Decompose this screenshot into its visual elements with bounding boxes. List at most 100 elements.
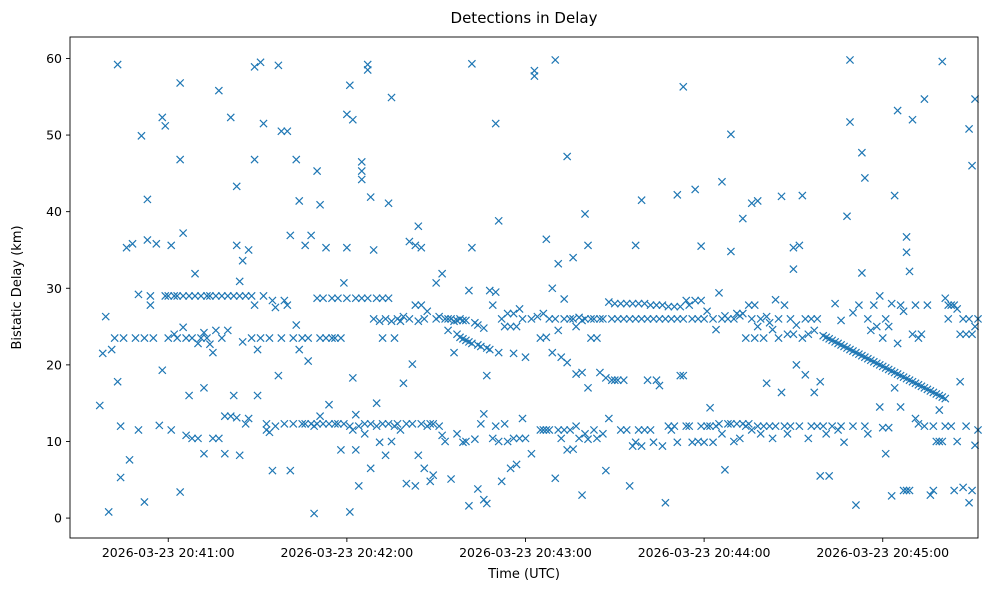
data-point bbox=[554, 425, 563, 435]
data-point bbox=[572, 370, 581, 379]
data-point bbox=[339, 419, 348, 428]
data-point bbox=[256, 334, 265, 343]
data-point bbox=[717, 177, 726, 186]
data-point bbox=[488, 301, 497, 310]
data-point bbox=[342, 243, 351, 252]
data-point bbox=[893, 106, 902, 115]
data-point bbox=[726, 247, 735, 256]
data-point bbox=[447, 474, 456, 484]
data-point bbox=[396, 425, 405, 435]
data-point bbox=[473, 484, 482, 493]
data-point bbox=[768, 325, 777, 334]
data-point bbox=[783, 429, 792, 438]
data-point bbox=[929, 486, 938, 495]
data-point bbox=[351, 445, 360, 454]
data-point bbox=[304, 357, 313, 366]
data-point bbox=[694, 314, 703, 323]
data-point bbox=[676, 371, 685, 380]
data-point bbox=[116, 473, 125, 482]
data-point bbox=[780, 301, 789, 310]
data-point bbox=[700, 314, 709, 323]
data-point bbox=[461, 316, 470, 325]
data-point bbox=[226, 113, 235, 122]
data-point bbox=[676, 302, 685, 311]
data-point bbox=[569, 314, 578, 323]
data-point bbox=[497, 477, 506, 486]
data-point bbox=[417, 419, 426, 428]
data-point bbox=[598, 429, 607, 438]
data-point bbox=[313, 419, 322, 428]
data-point bbox=[878, 334, 887, 343]
data-point bbox=[354, 481, 363, 490]
data-point bbox=[726, 130, 735, 139]
data-point bbox=[378, 334, 387, 343]
data-point bbox=[753, 196, 762, 205]
data-point bbox=[890, 383, 899, 392]
data-point bbox=[381, 451, 390, 460]
data-point bbox=[837, 422, 846, 431]
data-point bbox=[375, 438, 384, 447]
data-point bbox=[366, 419, 375, 428]
data-point bbox=[536, 425, 545, 435]
data-point bbox=[610, 376, 619, 385]
data-point bbox=[804, 330, 813, 339]
data-point bbox=[357, 175, 366, 184]
data-point bbox=[193, 434, 203, 443]
data-point bbox=[351, 410, 360, 419]
data-point bbox=[560, 294, 569, 304]
data-point bbox=[494, 216, 503, 225]
data-point bbox=[211, 291, 220, 300]
data-point bbox=[747, 314, 756, 323]
data-point bbox=[479, 324, 488, 333]
data-point bbox=[780, 422, 789, 431]
data-point bbox=[158, 366, 167, 375]
data-point bbox=[563, 358, 572, 367]
data-point bbox=[679, 371, 688, 380]
data-point bbox=[95, 401, 104, 410]
data-point bbox=[929, 422, 938, 431]
data-point bbox=[182, 431, 191, 440]
data-point bbox=[420, 314, 429, 323]
data-point bbox=[405, 237, 414, 246]
data-point bbox=[810, 388, 819, 397]
data-point bbox=[604, 414, 613, 423]
data-point bbox=[229, 391, 238, 400]
data-point bbox=[753, 422, 762, 431]
data-point bbox=[581, 209, 590, 218]
data-point bbox=[801, 314, 810, 323]
data-point bbox=[643, 314, 652, 323]
data-point bbox=[521, 353, 530, 362]
data-point bbox=[199, 449, 208, 458]
data-point bbox=[673, 438, 682, 447]
data-point bbox=[301, 419, 310, 428]
data-point bbox=[664, 302, 673, 311]
data-point bbox=[289, 419, 298, 428]
data-point bbox=[753, 322, 762, 331]
points-layer bbox=[95, 55, 983, 518]
data-point bbox=[146, 301, 155, 310]
data-point bbox=[408, 419, 417, 428]
data-point bbox=[420, 464, 429, 473]
data-point bbox=[450, 348, 459, 357]
data-point bbox=[628, 299, 637, 308]
data-point bbox=[572, 422, 581, 431]
data-point bbox=[363, 65, 372, 74]
data-point bbox=[664, 422, 673, 431]
data-point bbox=[622, 425, 631, 435]
data-point bbox=[199, 383, 208, 392]
data-point bbox=[295, 196, 304, 205]
data-point bbox=[566, 314, 575, 323]
data-point bbox=[292, 155, 301, 164]
data-point bbox=[366, 464, 375, 473]
data-point bbox=[726, 419, 735, 428]
data-point bbox=[583, 383, 593, 392]
data-point bbox=[235, 291, 244, 300]
data-point bbox=[280, 419, 289, 428]
data-point bbox=[890, 191, 899, 200]
data-point bbox=[125, 455, 134, 464]
data-point bbox=[185, 391, 194, 400]
data-point bbox=[956, 330, 965, 339]
data-point bbox=[101, 312, 110, 321]
data-point bbox=[572, 322, 581, 331]
data-point bbox=[661, 498, 670, 507]
